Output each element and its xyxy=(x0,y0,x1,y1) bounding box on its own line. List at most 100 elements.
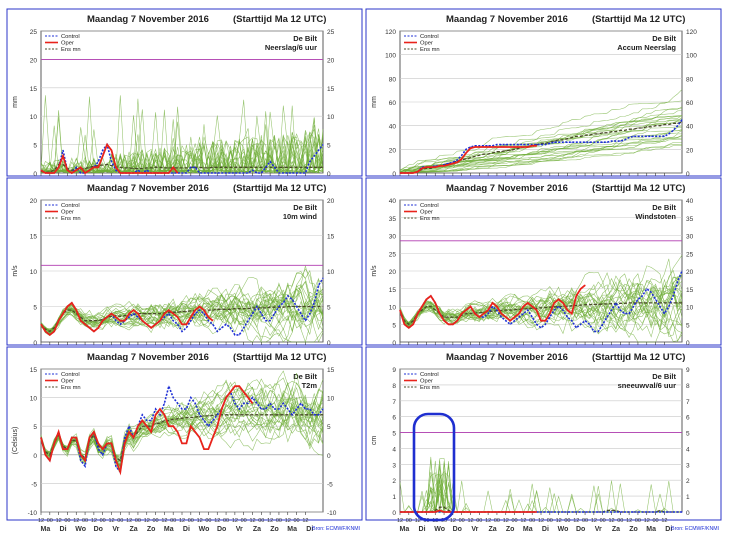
source-label: Bron: ECMWF/KNMI xyxy=(312,526,360,532)
ens-mean-point xyxy=(150,167,152,169)
chart-panel: Maandag 7 November 2016 (Starttijd Ma 12 … xyxy=(365,8,722,194)
oper-point xyxy=(212,437,214,439)
control-point xyxy=(313,414,315,416)
oper-point xyxy=(430,295,432,297)
ytick-label-right: 25 xyxy=(327,29,335,36)
control-point xyxy=(102,149,104,151)
highlight-ellipse xyxy=(412,412,456,522)
parameter-label: T2m xyxy=(302,381,318,390)
oper-point xyxy=(417,313,419,315)
control-point xyxy=(243,327,245,329)
ens-mean-point xyxy=(150,313,152,315)
ytick-label-left: 120 xyxy=(385,29,396,36)
control-point xyxy=(207,172,209,174)
ytick-label-right: 40 xyxy=(686,124,694,131)
oper-point xyxy=(97,442,99,444)
ytick-label-right: 0 xyxy=(686,510,690,517)
ens-mean-point xyxy=(589,134,590,136)
control-point xyxy=(296,172,298,174)
control-point xyxy=(624,313,626,315)
ens-mean-point xyxy=(430,306,432,307)
control-point xyxy=(597,141,599,143)
oper-point xyxy=(496,306,498,307)
legend-entry-oper: Oper xyxy=(61,41,74,47)
control-point xyxy=(540,327,542,329)
ens-mean-point xyxy=(282,306,284,308)
ens-mean-point xyxy=(593,133,595,135)
control-point xyxy=(505,320,507,322)
day-label: Do xyxy=(453,526,462,533)
plot-area: 0055101015152020m/s120012001200120012001… xyxy=(12,198,360,363)
xtick-label: 12 xyxy=(661,518,667,524)
oper-point xyxy=(553,302,555,304)
ens-mean-point xyxy=(434,509,436,511)
oper-line xyxy=(40,301,214,337)
ens-mean-point xyxy=(318,166,320,168)
ens-mean-point xyxy=(247,308,249,310)
control-point xyxy=(318,284,320,286)
ens-mean-point xyxy=(309,306,311,307)
ytick-label-left: 8 xyxy=(392,383,396,390)
ens-mean-point xyxy=(212,166,214,168)
ensemble-member-line xyxy=(40,289,324,333)
xtick-label: 00 xyxy=(564,518,570,524)
control-point xyxy=(238,334,240,336)
ens-mean-point xyxy=(672,302,674,304)
ytick-label-left: 20 xyxy=(30,57,38,64)
oper-point xyxy=(40,323,42,325)
ens-mean-point xyxy=(260,166,262,168)
chart-date: Maandag 7 November 2016 xyxy=(446,183,568,194)
ens-mean-point xyxy=(287,166,289,168)
y-axis-label: m/s xyxy=(371,265,378,277)
ens-mean-point xyxy=(181,311,183,312)
ens-mean-point xyxy=(300,414,302,416)
oper-point xyxy=(443,320,445,322)
control-point xyxy=(203,313,205,315)
ens-mean-point xyxy=(681,302,683,304)
ens-mean-point xyxy=(260,307,262,309)
control-point xyxy=(115,465,117,467)
oper-point xyxy=(536,511,538,513)
ens-mean-point xyxy=(265,414,267,416)
parameter-label: Windstoten xyxy=(635,212,676,221)
y-axis-label: mm xyxy=(371,96,378,108)
control-point xyxy=(668,133,670,135)
control-point xyxy=(177,323,179,325)
ytick-label-left: 15 xyxy=(389,287,397,294)
ens-mean-point xyxy=(212,414,214,416)
day-label: Zo xyxy=(629,526,638,533)
oper-point xyxy=(514,316,516,318)
xtick-label: 12 xyxy=(573,518,579,524)
ens-mean-point xyxy=(663,124,665,125)
chart-panel: Maandag 7 November 2016 (Starttijd Ma 12 … xyxy=(365,177,722,363)
control-point xyxy=(238,172,240,174)
oper-point xyxy=(430,511,432,513)
oper-point xyxy=(102,320,104,322)
control-point xyxy=(562,141,564,143)
ens-mean-point xyxy=(163,420,165,421)
oper-point xyxy=(207,316,209,318)
ens-mean-point xyxy=(159,422,161,424)
ens-mean-point xyxy=(659,302,661,304)
ens-mean-point xyxy=(247,166,249,168)
control-point xyxy=(500,144,502,146)
control-point xyxy=(456,159,458,161)
ens-mean-point xyxy=(243,414,245,416)
oper-point xyxy=(163,313,165,315)
ytick-label-left: 20 xyxy=(389,147,397,154)
ens-mean-point xyxy=(234,308,236,310)
oper-point xyxy=(71,437,73,439)
control-point xyxy=(677,511,679,513)
day-label: Zo xyxy=(147,526,156,533)
oper-point xyxy=(84,323,86,325)
control-point xyxy=(194,313,196,315)
ensemble-member-line xyxy=(40,294,324,335)
ytick-label-left: 5 xyxy=(33,305,37,312)
oper-point xyxy=(111,149,112,151)
control-point xyxy=(221,172,223,174)
xtick-label: 12 xyxy=(267,518,273,524)
xtick-label: 12 xyxy=(197,518,203,524)
control-point xyxy=(646,135,648,137)
ensemble-member-line xyxy=(400,133,682,174)
